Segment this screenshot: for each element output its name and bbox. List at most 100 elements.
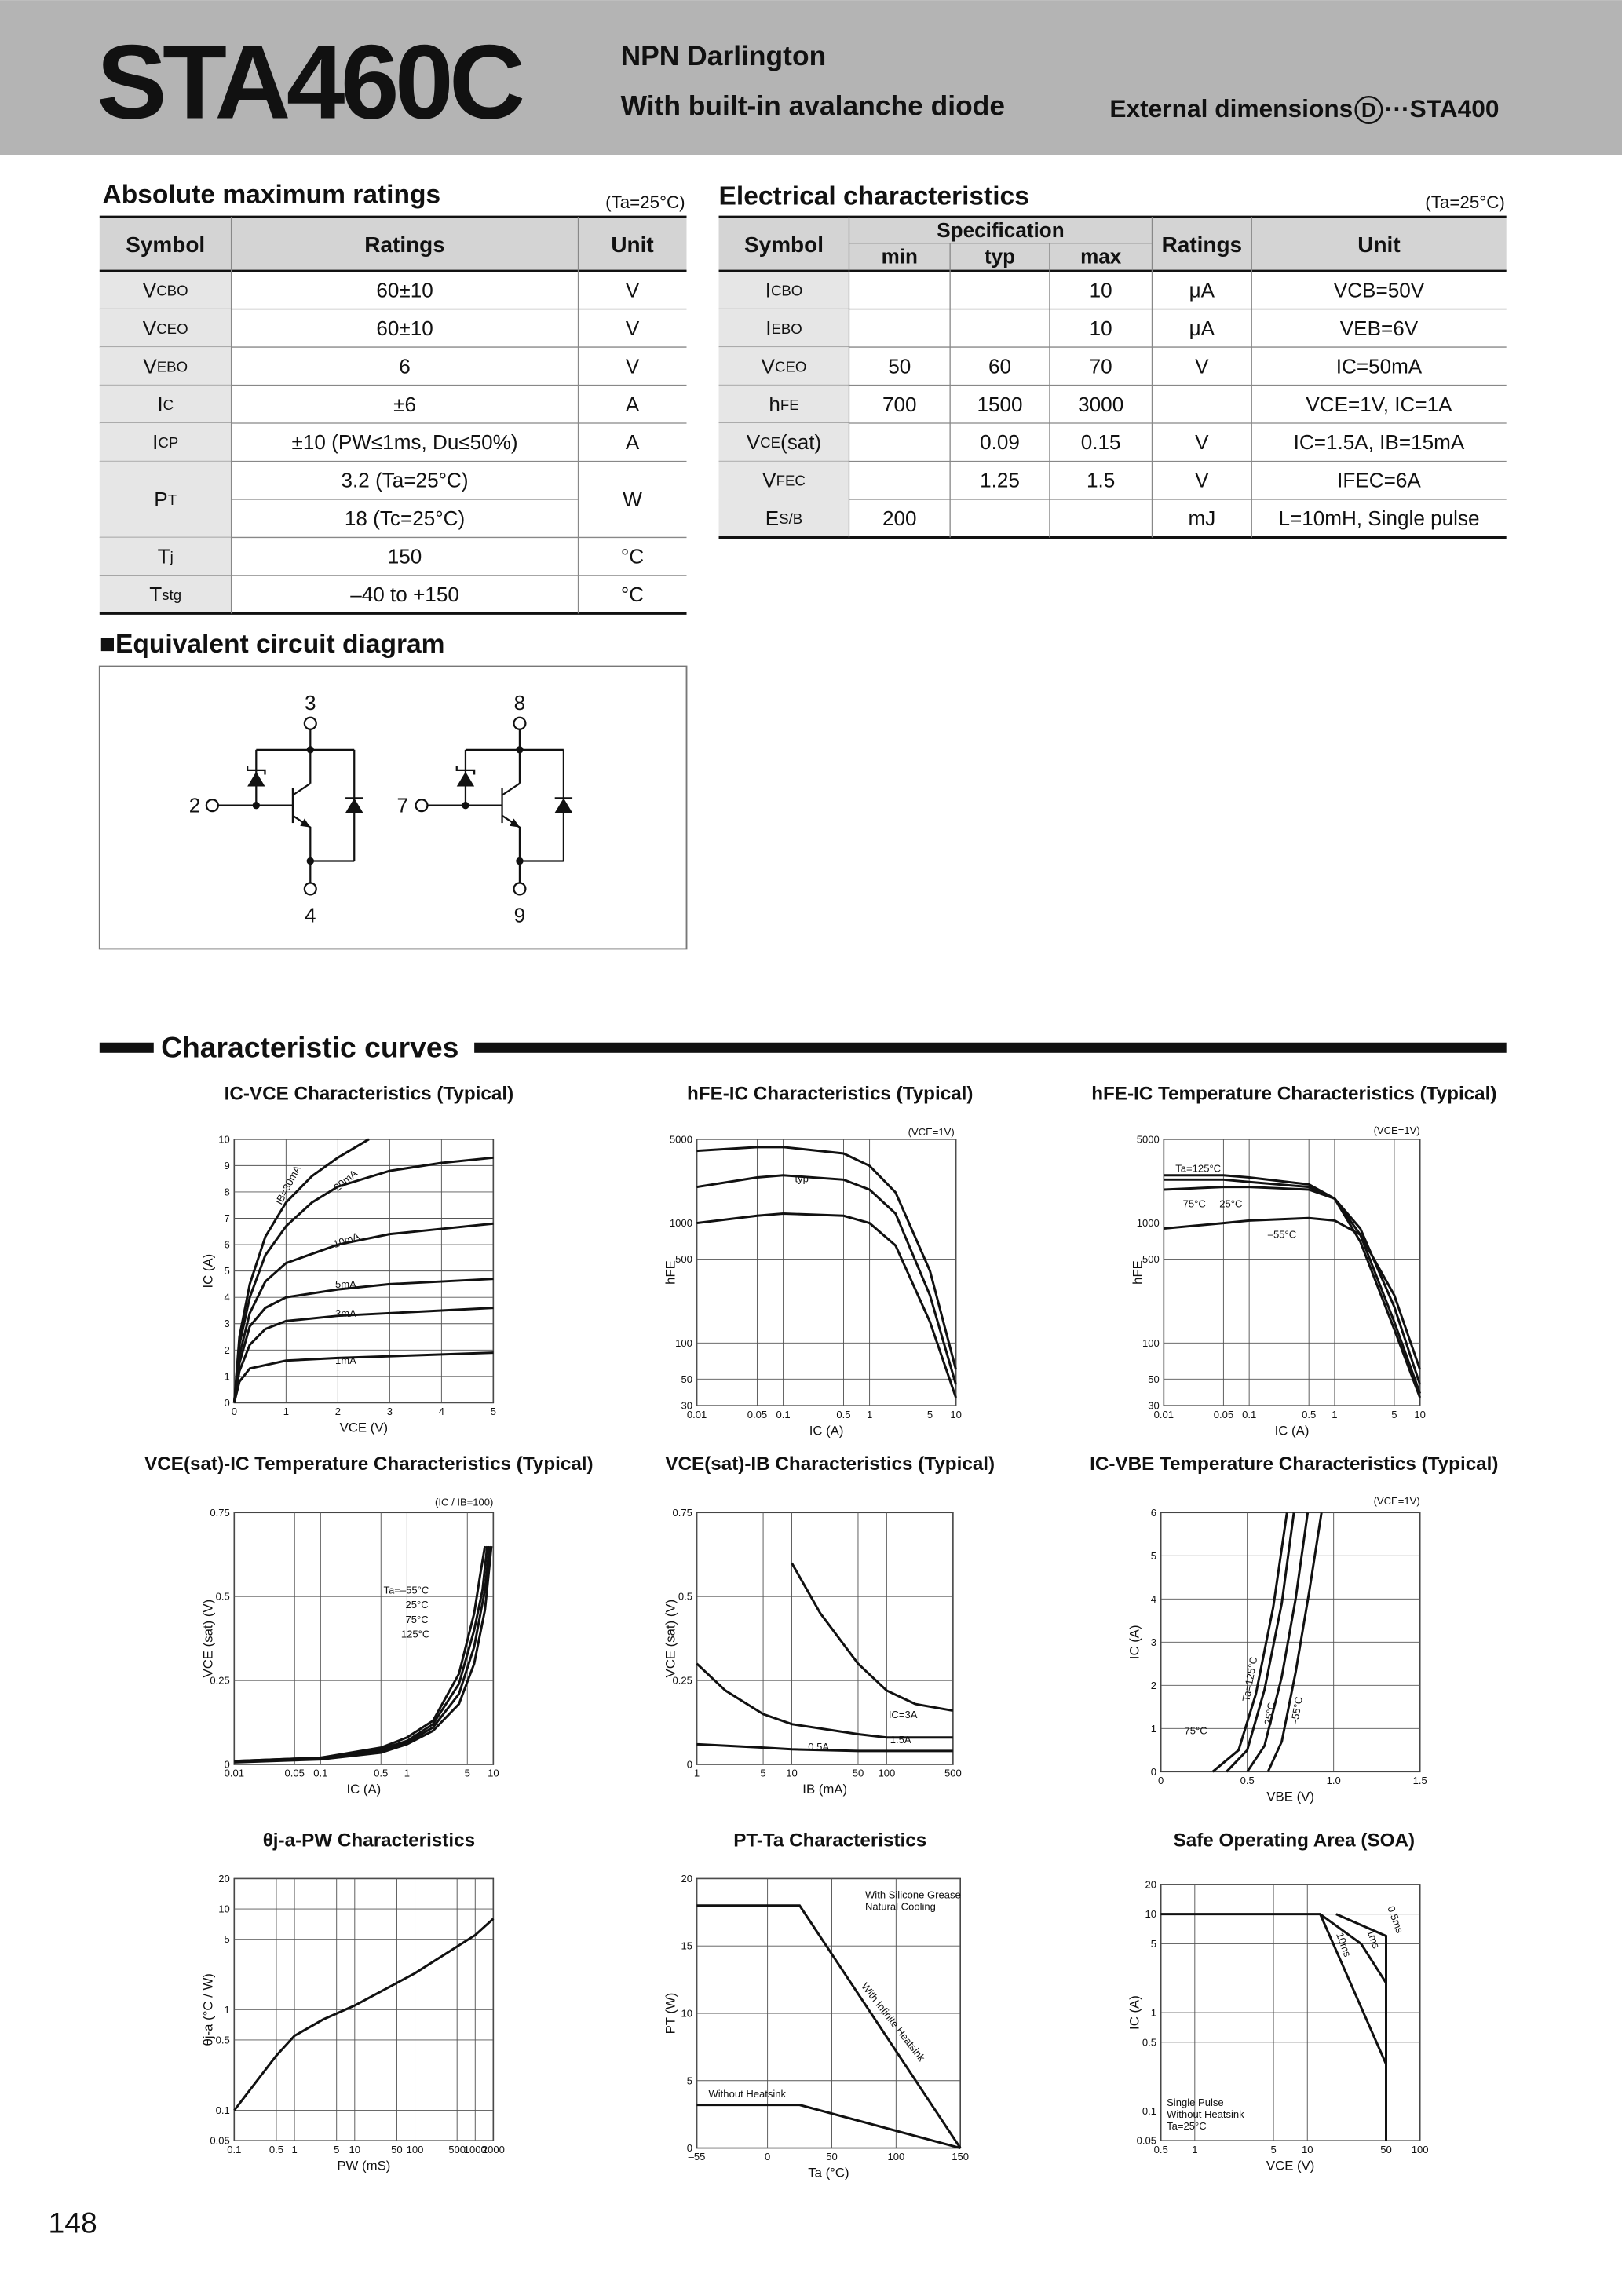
curve xyxy=(1164,1216,1422,1370)
pin-label: 2 xyxy=(189,794,201,817)
part-number: STA460C xyxy=(97,24,523,141)
symbol-part: EBO xyxy=(157,358,188,375)
curve xyxy=(1164,1186,1422,1385)
symbol-part: FEC xyxy=(776,472,806,488)
x-tick-label: 0.01 xyxy=(225,1768,244,1779)
x-axis-label: IB (mA) xyxy=(802,1782,847,1797)
symbol: IEBO xyxy=(765,316,802,340)
symbol-part: CE xyxy=(760,434,780,451)
chart: VCE(sat)-IB Characteristics (Typical) 1 5 1… xyxy=(663,1453,995,1797)
plot-area xyxy=(696,1139,957,1406)
rating: 150 xyxy=(388,545,422,569)
symbol-part: C xyxy=(163,396,174,412)
chart-title: VCE(sat)-IC Temperature Characteristics … xyxy=(144,1453,593,1475)
chart-title: PT-Ta Characteristics xyxy=(733,1830,926,1851)
collector xyxy=(292,782,311,796)
x-tick-label: 1 xyxy=(404,1768,410,1779)
curve-label: 1.5A xyxy=(890,1734,911,1746)
curve xyxy=(1335,1913,1387,2141)
x-tick-label: 100 xyxy=(407,2144,424,2155)
symbol-part: V xyxy=(762,354,776,378)
y-tick-label: 5 xyxy=(687,2075,692,2086)
symbol-fill xyxy=(99,575,232,614)
circuit-diagram xyxy=(205,716,574,896)
section-bar xyxy=(99,1042,154,1053)
cell: 1.25 xyxy=(980,469,1020,492)
symbol-part: CEO xyxy=(775,358,806,375)
y-tick-label: 100 xyxy=(1142,1337,1160,1349)
pin xyxy=(303,716,317,730)
symbol-fill xyxy=(718,423,849,462)
symbol-part: CEO xyxy=(156,320,188,336)
y-tick-label: 10 xyxy=(681,2007,692,2019)
x-tick-label: 100 xyxy=(887,2151,904,2163)
y-axis-label: IC (A) xyxy=(1127,1625,1142,1659)
x-tick-label: 5 xyxy=(334,2144,339,2155)
x-axis-label: VBE (V) xyxy=(1266,1790,1314,1804)
column-header: Specification xyxy=(937,218,1064,242)
x-tick-label: 10 xyxy=(349,2144,361,2155)
pin-label: 8 xyxy=(514,691,526,715)
curve xyxy=(1160,1913,1387,2065)
curve xyxy=(232,1307,494,1403)
curve-label: 75°C xyxy=(1183,1197,1206,1209)
darlington xyxy=(205,716,363,896)
emitter xyxy=(292,814,312,861)
x-tick-label: 0.1 xyxy=(313,1768,327,1779)
y-tick-label: 0 xyxy=(1151,1766,1156,1778)
abs-title: Absolute maximum ratings xyxy=(103,181,441,210)
symbol-part: CP xyxy=(158,434,178,451)
symbol-part: I xyxy=(765,316,771,340)
symbol-part: V xyxy=(143,316,157,340)
curve xyxy=(696,1212,958,1398)
curve xyxy=(1164,1178,1422,1394)
x-tick-label: 0.5 xyxy=(269,2144,283,2155)
y-tick-label: 0.1 xyxy=(1142,2105,1156,2117)
pin-label: 7 xyxy=(397,794,409,817)
symbol: Tstg xyxy=(149,583,181,606)
y-tick-label: 100 xyxy=(675,1337,692,1349)
curve xyxy=(232,1138,370,1403)
symbol-part: I xyxy=(152,430,158,454)
y-tick-label: 30 xyxy=(681,1400,692,1412)
y-tick-label: 10 xyxy=(218,1133,230,1145)
cell: 50 xyxy=(888,354,911,378)
x-axis-label: VCE (V) xyxy=(340,1420,388,1435)
cell: IC=50mA xyxy=(1336,354,1423,378)
x-tick-label: 0.5 xyxy=(1240,1775,1255,1786)
x-tick-label: 5 xyxy=(491,1406,496,1417)
cell: 0.15 xyxy=(1081,430,1121,454)
symbol-fill xyxy=(99,461,232,538)
cell: 60 xyxy=(988,354,1011,378)
curve-label: 75°C xyxy=(1184,1725,1207,1737)
y-tick-label: 3 xyxy=(1151,1636,1156,1648)
x-tick-label: 10 xyxy=(488,1768,499,1779)
column-header: typ xyxy=(985,244,1015,268)
junction xyxy=(252,802,260,810)
symbol-part: I xyxy=(765,278,771,302)
y-tick-label: 5 xyxy=(224,1933,229,1945)
symbol-part: V xyxy=(747,430,761,454)
column-header: Unit xyxy=(611,232,653,257)
symbol: VCBO xyxy=(143,278,188,302)
y-tick-label: 2 xyxy=(1151,1680,1156,1691)
curve-label: typ xyxy=(795,1173,808,1185)
header-fill xyxy=(99,217,687,272)
plot-area xyxy=(233,1512,495,1765)
symbol: VCEO xyxy=(143,316,188,340)
symbol-fill xyxy=(718,309,849,348)
y-tick-label: 6 xyxy=(1151,1507,1156,1519)
cell: 70 xyxy=(1090,354,1112,378)
x-tick-label: 4 xyxy=(439,1406,444,1417)
x-tick-label: 50 xyxy=(1380,2144,1392,2155)
pin-label: 3 xyxy=(305,691,316,715)
rating: 60±10 xyxy=(376,278,433,302)
curve-label: 0.5A xyxy=(808,1741,829,1753)
chart-title: IC-VBE Temperature Characteristics (Typi… xyxy=(1090,1453,1498,1475)
y-tick-label: 0.75 xyxy=(210,1507,229,1519)
symbol-fill xyxy=(718,271,849,309)
symbol-fill xyxy=(718,347,849,386)
x-tick-label: 50 xyxy=(391,2144,403,2155)
